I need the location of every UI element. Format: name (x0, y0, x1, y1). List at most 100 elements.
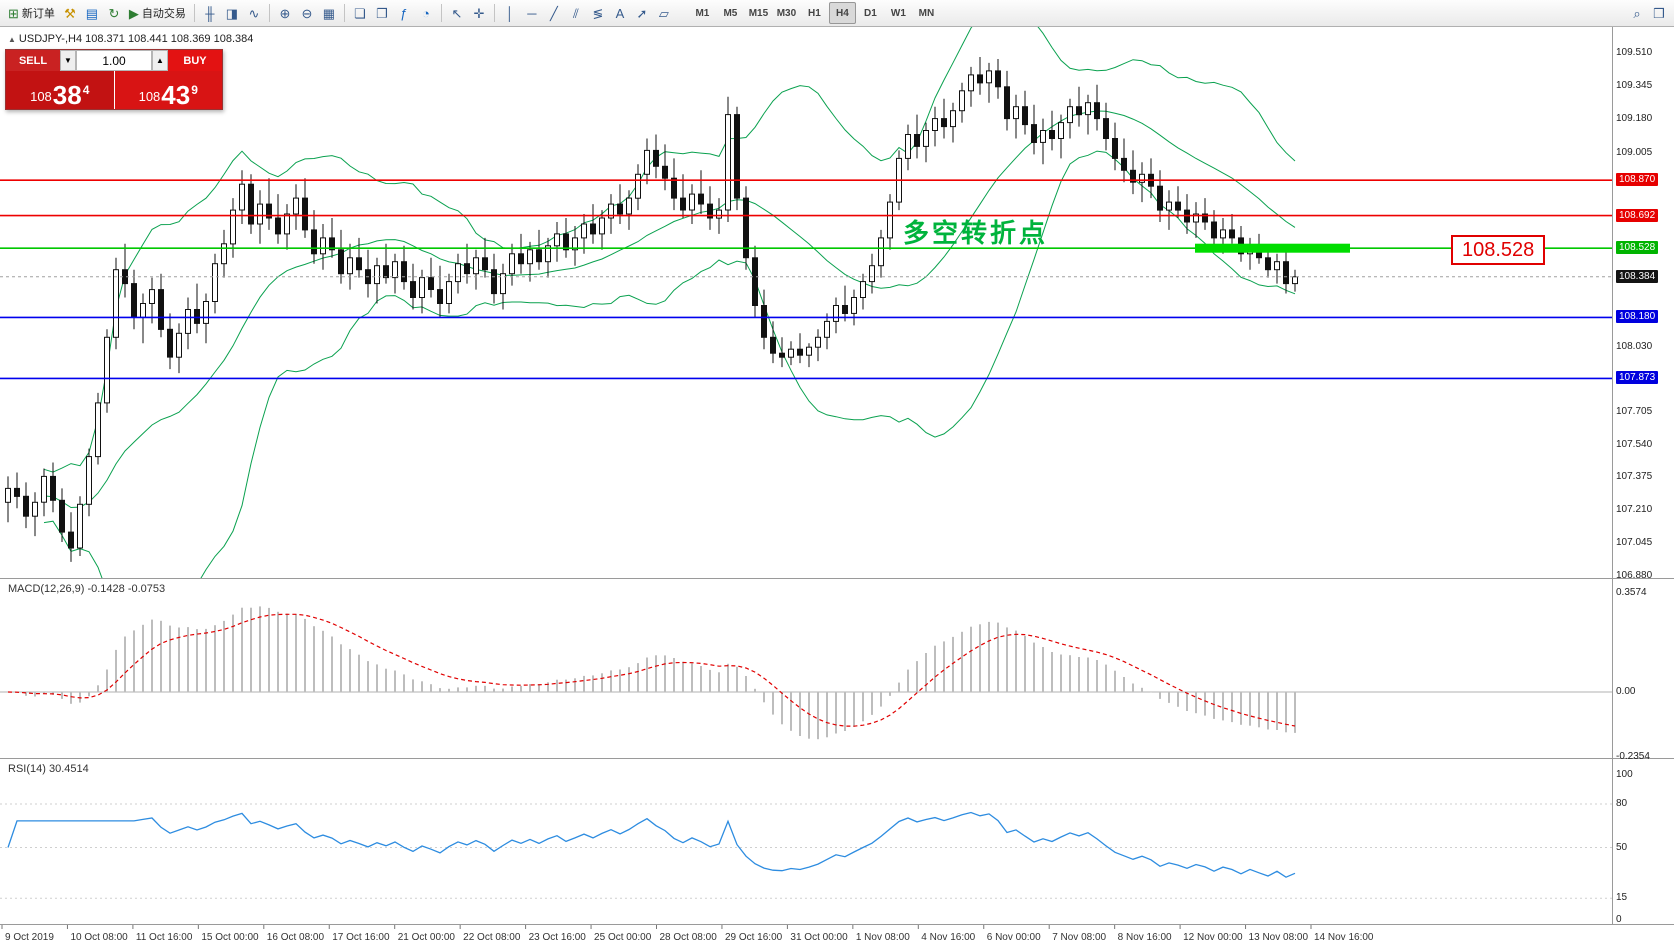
bear-candle (752, 257, 758, 307)
grid-button[interactable]: ▦ (318, 2, 340, 24)
bear-candle (743, 197, 749, 259)
text-icon: A (615, 5, 625, 21)
line-chart-button[interactable]: ∿ (243, 2, 265, 24)
time-axis-label: 25 Oct 00:00 (594, 932, 652, 943)
cascade-windows-icon: ❐ (376, 5, 388, 21)
bull-candle (1166, 201, 1172, 211)
tile-windows-button[interactable]: ❏ (349, 2, 371, 24)
cascade-windows-button[interactable]: ❐ (371, 2, 393, 24)
vertical-line-button[interactable]: │ (499, 2, 521, 24)
volume-input[interactable] (76, 50, 152, 71)
bull-candle (599, 217, 605, 235)
volume-up-button[interactable]: ▲ (152, 50, 168, 71)
new-chart-button[interactable]: ❒ (1648, 2, 1670, 24)
price-axis-label: 107.873 (1616, 371, 1659, 384)
candlestick-chart-button[interactable]: ◨ (221, 2, 243, 24)
indicators-button[interactable]: ƒ (393, 2, 415, 24)
bull-candle (104, 336, 110, 404)
horizontal-line-icon: ─ (527, 5, 537, 21)
sell-button[interactable]: SELL (6, 50, 60, 71)
trendline-button[interactable]: ╱ (543, 2, 565, 24)
fibonacci-button[interactable]: ≶ (587, 2, 609, 24)
chart-annotation-text[interactable]: 多空转折点 (903, 218, 1049, 248)
cursor-button[interactable]: ↖ (446, 2, 468, 24)
chart-canvas[interactable] (0, 27, 1674, 948)
search-button[interactable]: ⌕ (1626, 2, 1648, 24)
macd-panel (0, 606, 1612, 740)
buy-button[interactable]: BUY (168, 50, 222, 71)
trade-tool-button[interactable]: ⚒ (59, 2, 81, 24)
auto-trading-button-label: 自动交易 (141, 8, 186, 20)
arrows-button[interactable]: ➚ (631, 2, 653, 24)
line-chart-icon: ∿ (248, 5, 260, 21)
bear-candle (797, 348, 803, 356)
price-axis-label: 109.345 (1616, 80, 1653, 91)
macd-axis-label: 0.3574 (1616, 587, 1647, 598)
timeframe-h1-button[interactable]: H1 (801, 2, 828, 24)
shapes-button[interactable]: ▱ (653, 2, 675, 24)
price-axis-label: 108.870 (1616, 173, 1659, 186)
timeframe-w1-button[interactable]: W1 (885, 2, 912, 24)
toolbar-separator (193, 4, 195, 22)
bull-candle (140, 303, 146, 318)
buy-price-display[interactable]: 108 43 9 (113, 71, 222, 109)
rsi-axis-label: 15 (1616, 892, 1628, 903)
text-button[interactable]: A (609, 2, 631, 24)
timeframe-mn-button[interactable]: MN (913, 2, 940, 24)
channel-button[interactable]: ⫽ (565, 2, 587, 24)
symbol-ohlc-text: USDJPY-,H4 108.371 108.441 108.369 108.3… (18, 33, 254, 45)
toolbar-separator (268, 4, 270, 22)
bull-candle (446, 281, 452, 305)
bull-candle (239, 183, 245, 211)
refresh-button[interactable]: ↻ (103, 2, 125, 24)
bear-candle (194, 309, 200, 324)
bull-candle (1292, 276, 1298, 285)
zoom-in-button[interactable]: ⊕ (274, 2, 296, 24)
new-order-button[interactable]: ⊞ 新订单 (4, 2, 59, 24)
bear-candle (680, 197, 686, 211)
price-callout-label[interactable]: 108.528 (1451, 235, 1546, 265)
rsi-axis-label: 100 (1616, 769, 1633, 780)
time-axis-label: 6 Nov 00:00 (986, 932, 1041, 943)
zoom-out-button[interactable]: ⊖ (296, 2, 318, 24)
price-axis-label: 108.692 (1616, 209, 1659, 222)
shapes-icon: ▱ (658, 5, 669, 21)
sell-price-display[interactable]: 108 38 4 (6, 71, 114, 109)
timeframe-m30-button[interactable]: M30 (773, 2, 800, 24)
bear-candle (1283, 261, 1289, 285)
bear-candle (356, 257, 362, 271)
bull-candle (212, 263, 218, 302)
cycles-button[interactable]: ◔ (415, 2, 437, 24)
time-axis-label: 13 Nov 08:00 (1248, 932, 1309, 943)
bull-candle (509, 253, 515, 275)
bull-candle (1067, 106, 1073, 124)
chart-window-button[interactable]: ▤ (81, 2, 103, 24)
timeframe-m1-button[interactable]: M1 (689, 2, 716, 24)
timeframe-m5-button[interactable]: M5 (717, 2, 744, 24)
channel-icon: ⫽ (573, 5, 579, 21)
bear-candle (761, 305, 767, 338)
play-icon: ▶ (128, 5, 139, 21)
time-axis-label: 22 Oct 08:00 (463, 932, 521, 943)
cursor-icon: ↖ (451, 5, 463, 21)
symbol-marker-icon: ▲ (8, 35, 16, 44)
volume-down-button[interactable]: ▼ (60, 50, 76, 71)
timeframe-h4-button[interactable]: H4 (828, 2, 856, 24)
crosshair-button[interactable]: ✛ (468, 2, 490, 24)
bar-chart-button[interactable]: ╫ (199, 2, 221, 24)
time-axis-label: 16 Oct 08:00 (266, 932, 325, 943)
bear-candle (770, 336, 776, 354)
support-highlight-bar[interactable] (1195, 243, 1350, 253)
hammer-icon: ⚒ (64, 5, 76, 21)
horizontal-line-button[interactable]: ─ (521, 2, 543, 24)
chart-area[interactable]: ▲ USDJPY-,H4 108.371 108.441 108.369 108.… (0, 27, 1674, 948)
timeframe-m15-button[interactable]: M15 (745, 2, 772, 24)
fibonacci-icon: ≶ (592, 5, 604, 21)
bear-candle (617, 203, 623, 215)
bear-candle (275, 217, 281, 235)
bull-candle (419, 277, 425, 299)
bear-candle (779, 352, 785, 358)
timeframe-d1-button[interactable]: D1 (857, 2, 884, 24)
bull-candle (725, 114, 731, 211)
auto-trading-button[interactable]: ▶ 自动交易 (125, 2, 190, 24)
